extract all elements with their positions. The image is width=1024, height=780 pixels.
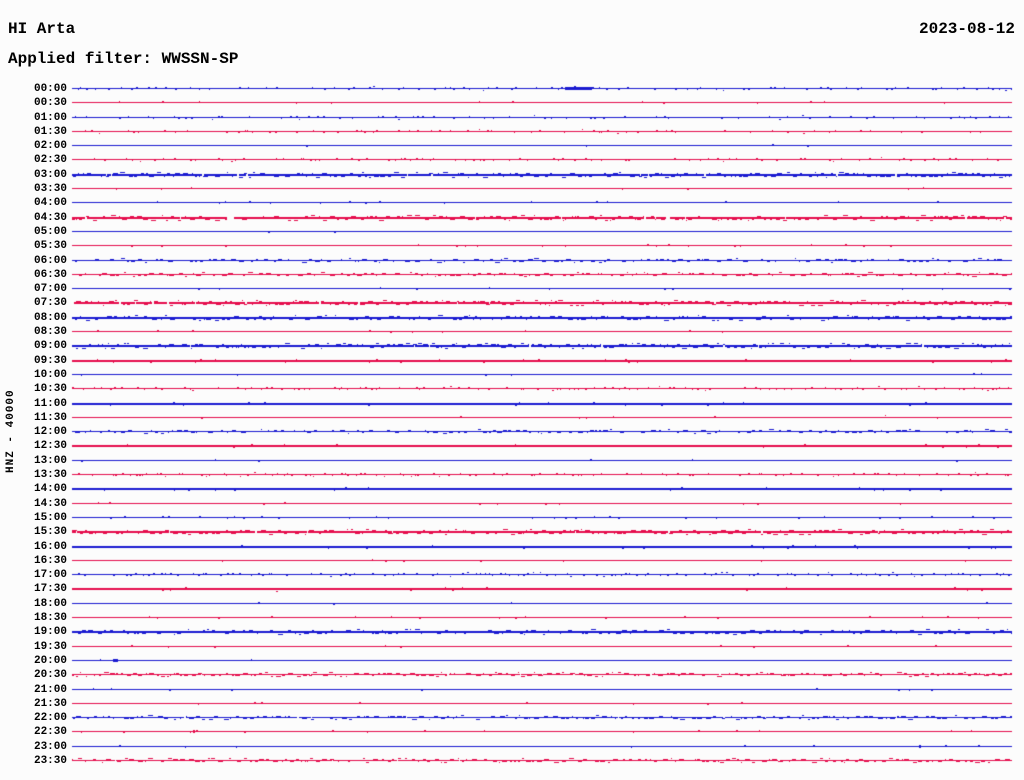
time-label: 08:00 [33,312,67,324]
time-label: 10:30 [33,383,67,395]
time-label: 03:30 [33,183,67,195]
time-label: 08:30 [33,326,67,338]
time-label: 03:00 [33,169,67,181]
time-label: 23:30 [33,755,67,767]
time-label: 16:30 [33,555,67,567]
time-label: 12:30 [33,440,67,452]
time-label: 02:30 [33,154,67,166]
time-label: 18:30 [33,612,67,624]
time-label: 14:00 [33,483,67,495]
time-label: 05:00 [33,226,67,238]
time-label: 00:30 [33,97,67,109]
time-label: 07:00 [33,283,67,295]
time-label: 01:30 [33,126,67,138]
time-label: 16:00 [33,541,67,553]
time-label: 17:00 [33,569,67,581]
time-label: 11:30 [33,412,67,424]
time-label: 09:30 [33,355,67,367]
time-label: 22:30 [33,726,67,738]
time-label: 19:30 [33,641,67,653]
time-label: 06:30 [33,269,67,281]
time-label: 15:00 [33,512,67,524]
time-label: 05:30 [33,240,67,252]
time-label: 02:00 [33,140,67,152]
time-label: 17:30 [33,583,67,595]
time-label: 15:30 [33,526,67,538]
time-label: 09:00 [33,340,67,352]
time-label: 13:30 [33,469,67,481]
time-label: 12:00 [33,426,67,438]
time-label: 21:00 [33,684,67,696]
time-label: 20:00 [33,655,67,667]
time-label: 00:00 [33,83,67,95]
time-label: 21:30 [33,698,67,710]
time-label: 10:00 [33,369,67,381]
time-label: 14:30 [33,498,67,510]
time-label: 06:00 [33,255,67,267]
time-label: 11:00 [33,398,67,410]
time-label: 18:00 [33,598,67,610]
time-label: 13:00 [33,455,67,467]
time-label: 01:00 [33,112,67,124]
time-label: 23:00 [33,741,67,753]
time-label: 07:30 [33,297,67,309]
time-label: 20:30 [33,669,67,681]
time-label: 04:30 [33,212,67,224]
time-label: 22:00 [33,712,67,724]
time-label: 04:00 [33,197,67,209]
time-label: 19:00 [33,626,67,638]
